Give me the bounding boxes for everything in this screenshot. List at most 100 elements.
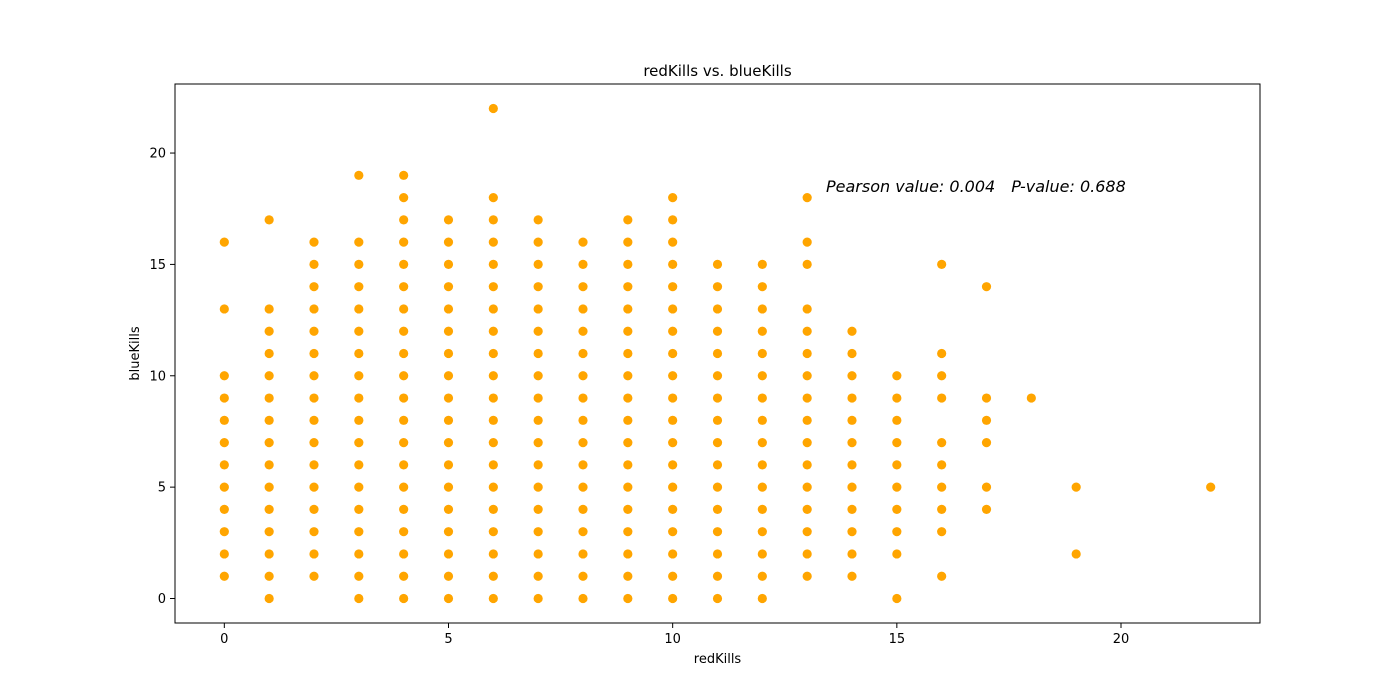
scatter-point [847,326,857,336]
scatter-point [623,437,633,448]
scatter-point [354,593,364,604]
scatter-point [802,437,812,448]
scatter-point [981,482,992,492]
scatter-point [802,504,812,515]
scatter-point [354,170,364,180]
scatter-point [354,549,364,559]
scatter-point [443,348,454,359]
scatter-point [668,460,678,470]
scatter-point [623,549,633,559]
scatter-point [847,460,857,470]
scatter-point [712,326,723,336]
scatter-point [488,437,498,448]
scatter-point [668,437,678,448]
scatter-point [623,482,633,492]
scatter-point [578,326,588,336]
scatter-point [802,460,812,470]
scatter-point [668,393,678,403]
scatter-point [533,371,543,381]
scatter-point [399,215,409,225]
scatter-point [264,593,274,604]
scatter-point [354,282,364,292]
scatter-point [264,304,274,314]
scatter-point [847,415,857,425]
scatter-point [578,282,588,292]
scatter-point [443,437,454,448]
scatter-point [399,437,409,448]
scatter-point [668,549,678,559]
scatter-point [309,504,319,515]
scatter-point [354,259,364,270]
scatter-point [623,571,633,581]
scatter-point [443,460,454,470]
scatter-point [757,437,767,448]
scatter-point [533,549,543,559]
chart-title: redKills vs. blueKills [643,62,792,80]
scatter-point [892,371,902,381]
scatter-point [533,326,543,336]
scatter-point [264,348,274,359]
scatter-point [488,571,498,581]
scatter-point [757,415,767,425]
scatter-point [488,593,498,604]
scatter-point [937,504,947,515]
scatter-point [578,571,588,581]
scatter-point [578,437,588,448]
scatter-point [488,103,498,114]
scatter-point [309,527,319,537]
scatter-point [757,282,767,292]
scatter-point [309,371,319,381]
scatter-point [309,237,319,247]
scatter-point [488,237,498,247]
scatter-point [354,304,364,314]
scatter-point [981,282,992,292]
scatter-point [219,527,229,537]
scatter-point [712,527,723,537]
scatter-point [668,593,678,604]
scatter-point [533,482,543,492]
scatter-point [578,549,588,559]
scatter-point [578,527,588,537]
scatter-point [847,393,857,403]
scatter-point [488,527,498,537]
scatter-point [623,371,633,381]
scatter-point [533,415,543,425]
scatter-point [309,571,319,581]
scatter-point [892,460,902,470]
scatter-point [443,415,454,425]
scatter-point [802,549,812,559]
scatter-point [309,482,319,492]
scatter-point [399,348,409,359]
scatter-point [847,571,857,581]
scatter-point [309,415,319,425]
scatter-point [757,393,767,403]
scatter-point [354,571,364,581]
scatter-point [623,415,633,425]
scatter-point [1071,482,1081,492]
scatter-point [937,482,947,492]
scatter-point [712,259,723,270]
scatter-point [892,549,902,559]
scatter-point [488,482,498,492]
scatter-point [443,326,454,336]
scatter-point [937,460,947,470]
scatter-point [533,437,543,448]
scatter-point [354,527,364,537]
scatter-point [533,259,543,270]
scatter-point [488,282,498,292]
scatter-point [668,259,678,270]
scatter-point [578,415,588,425]
scatter-point [264,460,274,470]
scatter-point [354,482,364,492]
scatter-point [981,393,992,403]
scatter-point [668,571,678,581]
scatter-point [668,504,678,515]
y-axis: 0 5 10 15 20 [149,147,175,607]
scatter-point [668,304,678,314]
scatter-point [309,460,319,470]
scatter-point [354,326,364,336]
plot-frame [174,83,1261,624]
scatter-point [533,215,543,225]
scatter-point [802,571,812,581]
